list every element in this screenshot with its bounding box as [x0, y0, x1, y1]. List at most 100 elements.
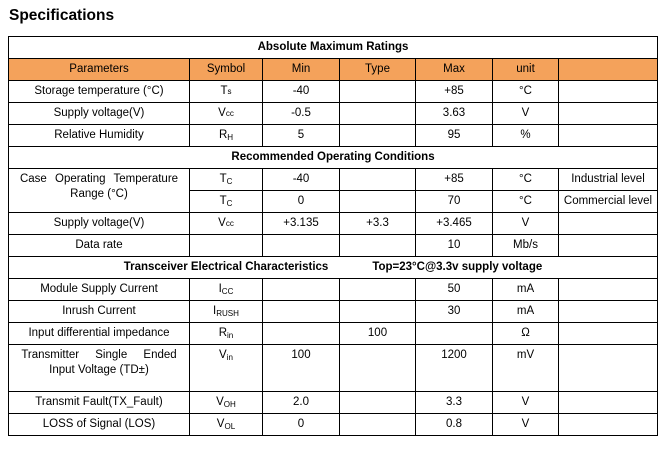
table-cell: V [492, 102, 559, 125]
symbol-base: T [219, 173, 227, 185]
table-cell: Case Operating Temperature Range (°C) [8, 168, 190, 213]
table-cell [339, 80, 416, 103]
symbol-cell: VOL [189, 413, 263, 436]
specifications-table: Absolute Maximum Ratings Parameters Symbol… [8, 36, 658, 436]
table-cell: mA [492, 278, 559, 301]
table-cell [558, 300, 658, 323]
symbol-base: I [212, 305, 217, 317]
symbol-base: V [216, 418, 225, 430]
section-subtitle: Top=23°C@3.3v supply voltage [372, 261, 543, 273]
table-cell: LOSS of Signal (LOS) [8, 413, 190, 436]
table-row: Module Supply Current ICC 50 mA [8, 278, 658, 301]
table-cell [339, 344, 416, 392]
section-header-row: Transceiver Electrical Characteristics To… [8, 256, 658, 279]
column-header: Type [339, 58, 416, 81]
symbol-cell: RH [189, 124, 263, 147]
table-cell: °C [492, 168, 559, 191]
table-cell: 5 [262, 124, 340, 147]
table-row: Data rate 10 Mb/s [8, 234, 658, 257]
column-header-row: Parameters Symbol Min Type Max unit [8, 58, 658, 81]
symbol-base: I [218, 283, 222, 295]
table-row: Storage temperature (°C) Ts -40 +85 °C [8, 80, 658, 103]
section-title-cell: Transceiver Electrical Characteristics To… [8, 256, 658, 279]
table-cell: 1200 [415, 344, 493, 392]
symbol-cell: Vcc [189, 102, 263, 125]
table-row: Supply voltage(V) Vcc +3.135 +3.3 +3.465 V [8, 212, 658, 235]
column-header: unit [492, 58, 559, 81]
table-cell: -0.5 [262, 102, 340, 125]
table-cell: 3.3 [415, 391, 493, 414]
table-cell [339, 190, 416, 213]
table-cell: +85 [415, 168, 493, 191]
table-cell: 50 [415, 278, 493, 301]
table-cell [558, 212, 658, 235]
symbol-cell: Rin [189, 322, 263, 345]
table-cell [558, 322, 658, 345]
table-cell: -40 [262, 168, 340, 191]
table-cell [558, 102, 658, 125]
table-row: Input differential impedance Rin 100 Ω [8, 322, 658, 345]
table-cell: 3.63 [415, 102, 493, 125]
table-cell: Input differential impedance [8, 322, 190, 345]
table-cell: 2.0 [262, 391, 340, 414]
table-cell [262, 300, 340, 323]
table-cell: Inrush Current [8, 300, 190, 323]
symbol-base: V [219, 349, 227, 361]
table-cell [558, 413, 658, 436]
symbol-subscript: in [227, 331, 234, 341]
table-cell [262, 322, 340, 345]
symbol-cell: Vin [189, 344, 263, 392]
table-cell: 0 [262, 413, 340, 436]
column-header: Symbol [189, 58, 263, 81]
table-cell: mV [492, 344, 559, 392]
table-cell: -40 [262, 80, 340, 103]
symbol-cell: Vcc [189, 212, 263, 235]
symbol-cell: TC [189, 190, 263, 213]
table-cell: mA [492, 300, 559, 323]
table-cell [339, 391, 416, 414]
symbol-subscript: C [226, 177, 233, 187]
table-cell: Module Supply Current [8, 278, 190, 301]
table-cell: +3.465 [415, 212, 493, 235]
table-cell: 70 [415, 190, 493, 213]
table-row: Case Operating Temperature Range (°C) TC -… [8, 168, 658, 213]
table-cell [339, 234, 416, 257]
table-cell: °C [492, 190, 559, 213]
table-cell [339, 413, 416, 436]
table-cell: Supply voltage(V) [8, 102, 190, 125]
column-header: Parameters [8, 58, 190, 81]
symbol-cell: IRUSH [189, 300, 263, 323]
section-title: Absolute Maximum Ratings [257, 41, 409, 53]
table-cell: V [492, 391, 559, 414]
table-cell: 95 [415, 124, 493, 147]
symbol-subscript: cc [225, 109, 234, 118]
table-row: Transmit Fault(TX_Fault) VOH 2.0 3.3 V [8, 391, 658, 414]
table-cell: 30 [415, 300, 493, 323]
table-cell: Commercial level [558, 190, 658, 213]
table-cell [339, 102, 416, 125]
symbol-cell: Ts [189, 80, 263, 103]
table-cell [558, 344, 658, 392]
table-cell: Ω [492, 322, 559, 345]
symbol-base: V [218, 107, 226, 119]
table-cell [262, 234, 340, 257]
symbol-base: R [218, 129, 228, 141]
table-cell [262, 278, 340, 301]
table-cell: +3.3 [339, 212, 416, 235]
symbol-base: T [219, 195, 227, 207]
page-title: Specifications [9, 7, 115, 24]
symbol-subscript: cc [225, 219, 234, 228]
table-cell: 0.8 [415, 413, 493, 436]
table-cell [558, 278, 658, 301]
symbol-base: R [218, 327, 228, 339]
table-cell: % [492, 124, 559, 147]
table-cell [558, 124, 658, 147]
symbol-subscript: OH [223, 400, 236, 410]
table-cell [558, 391, 658, 414]
table-cell [415, 322, 493, 345]
symbol-subscript: in [226, 353, 233, 363]
table-cell: °C [492, 80, 559, 103]
table-row: Supply voltage(V) Vcc -0.5 3.63 V [8, 102, 658, 125]
table-cell: Storage temperature (°C) [8, 80, 190, 103]
table-cell: 0 [262, 190, 340, 213]
